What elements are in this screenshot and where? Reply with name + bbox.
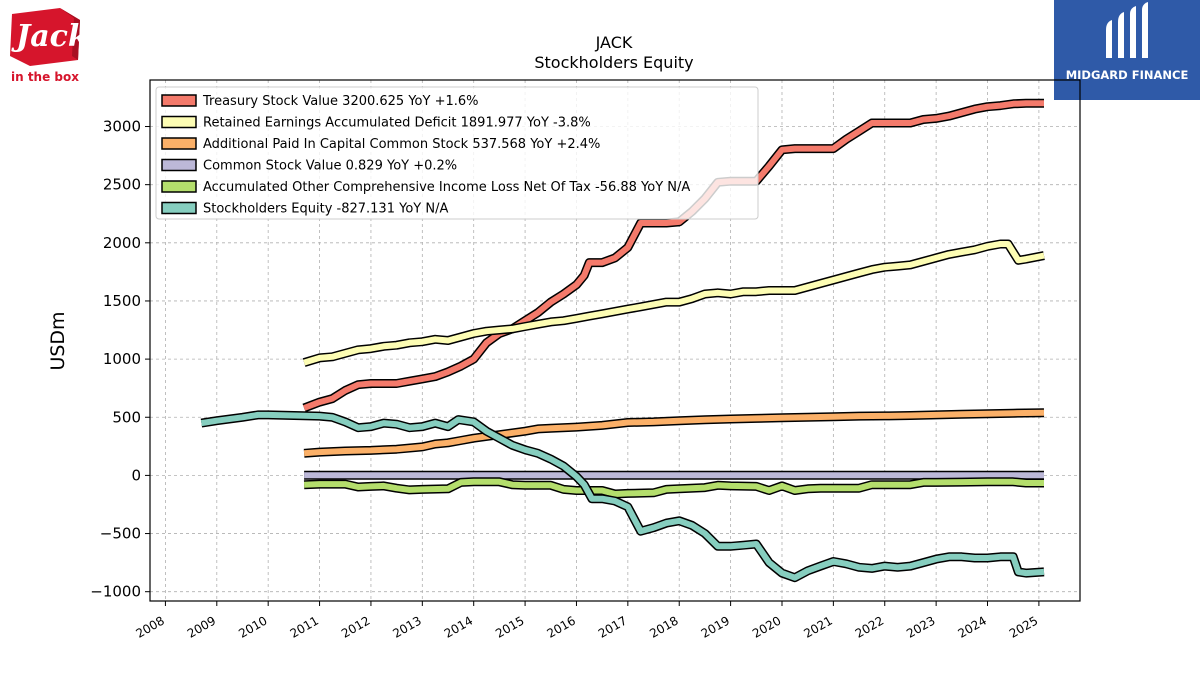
y-tick-label: 500 xyxy=(112,408,141,426)
y-tick-label: 0 xyxy=(131,466,141,484)
midgard-logo-mark xyxy=(1106,2,1148,58)
x-tick-label: 2015 xyxy=(493,613,526,640)
series-lines xyxy=(200,98,1045,583)
y-tick-label: 1000 xyxy=(103,350,141,368)
x-tick-label: 2020 xyxy=(750,613,783,640)
x-tick-label: 2025 xyxy=(1007,613,1040,640)
legend-swatch-1 xyxy=(161,115,197,129)
x-tick-label: 2008 xyxy=(133,613,166,640)
y-tick-label: 2000 xyxy=(103,234,141,252)
x-tick-label: 2009 xyxy=(185,613,218,640)
legend-entry-2: Additional Paid In Capital Common Stock … xyxy=(203,137,600,152)
jack-logo-mark: Jack xyxy=(10,8,89,66)
legend-swatch-4 xyxy=(161,180,197,193)
chart-subtitle: Stockholders Equity xyxy=(534,53,693,72)
series-line-5 xyxy=(200,411,1045,581)
midgard-logo-text: MIDGARD FINANCE xyxy=(1065,68,1189,82)
x-tick-label: 2018 xyxy=(647,613,680,640)
x-tick-label: 2017 xyxy=(596,613,629,640)
legend-swatch-3 xyxy=(161,158,197,172)
y-tick-label: 1500 xyxy=(103,292,141,310)
series-line-4 xyxy=(303,478,1044,497)
x-tick-label: 2014 xyxy=(442,613,475,640)
legend-swatch-5 xyxy=(161,201,197,215)
legend-entry-1: Retained Earnings Accumulated Deficit 18… xyxy=(203,116,591,131)
x-tick-label: 2024 xyxy=(956,613,989,640)
x-tick-label: 2013 xyxy=(390,613,423,640)
midgard-finance-logo: MIDGARD FINANCE xyxy=(1054,0,1200,100)
legend-entry-5: Stockholders Equity -827.131 YoY N/A xyxy=(203,202,448,217)
x-tick-label: 2022 xyxy=(853,613,886,640)
y-tick-label: −1000 xyxy=(90,583,141,601)
y-tick-label: 2500 xyxy=(103,176,141,194)
x-tick-label: 2021 xyxy=(801,613,834,640)
y-axis-label: USDm xyxy=(47,311,69,370)
x-ticks: 2008 2009 2010 2011 2012 2013 2014 2015 2016 2017… xyxy=(133,601,1040,641)
series-line-2 xyxy=(303,409,1045,457)
x-tick-label: 2012 xyxy=(339,613,372,640)
y-tick-label: 3000 xyxy=(103,118,141,136)
jack-in-the-box-logo: Jack in the box xyxy=(6,6,89,86)
y-tick-label: −500 xyxy=(100,525,141,543)
x-tick-label: 2010 xyxy=(236,613,269,640)
series-line-1 xyxy=(303,241,1045,366)
series-line-0 xyxy=(303,100,1044,411)
legend-swatch-2 xyxy=(161,137,197,150)
y-ticks: −1000 −500 0 500 1000 1500 2000 2500 3000 xyxy=(90,118,150,601)
jack-logo-word: Jack xyxy=(11,19,84,54)
x-tick-label: 2023 xyxy=(904,613,937,640)
legend: Treasury Stock Value 3200.625 YoY +1.6% R… xyxy=(155,86,759,220)
legend-box xyxy=(155,86,759,220)
x-tick-label: 2016 xyxy=(545,613,578,640)
plot-frame xyxy=(149,79,1081,602)
legend-entry-3: Common Stock Value 0.829 YoY +0.2% xyxy=(203,159,457,174)
jack-logo-tagline: in the box xyxy=(10,70,79,84)
x-tick-label: 2011 xyxy=(288,613,321,640)
legend-entry-4: Accumulated Other Comprehensive Income L… xyxy=(203,180,690,195)
legend-entry-0: Treasury Stock Value 3200.625 YoY +1.6% xyxy=(202,94,479,109)
chart-title: JACK xyxy=(595,33,633,52)
x-tick-label: 2019 xyxy=(699,613,732,640)
legend-swatch-0 xyxy=(161,94,197,107)
